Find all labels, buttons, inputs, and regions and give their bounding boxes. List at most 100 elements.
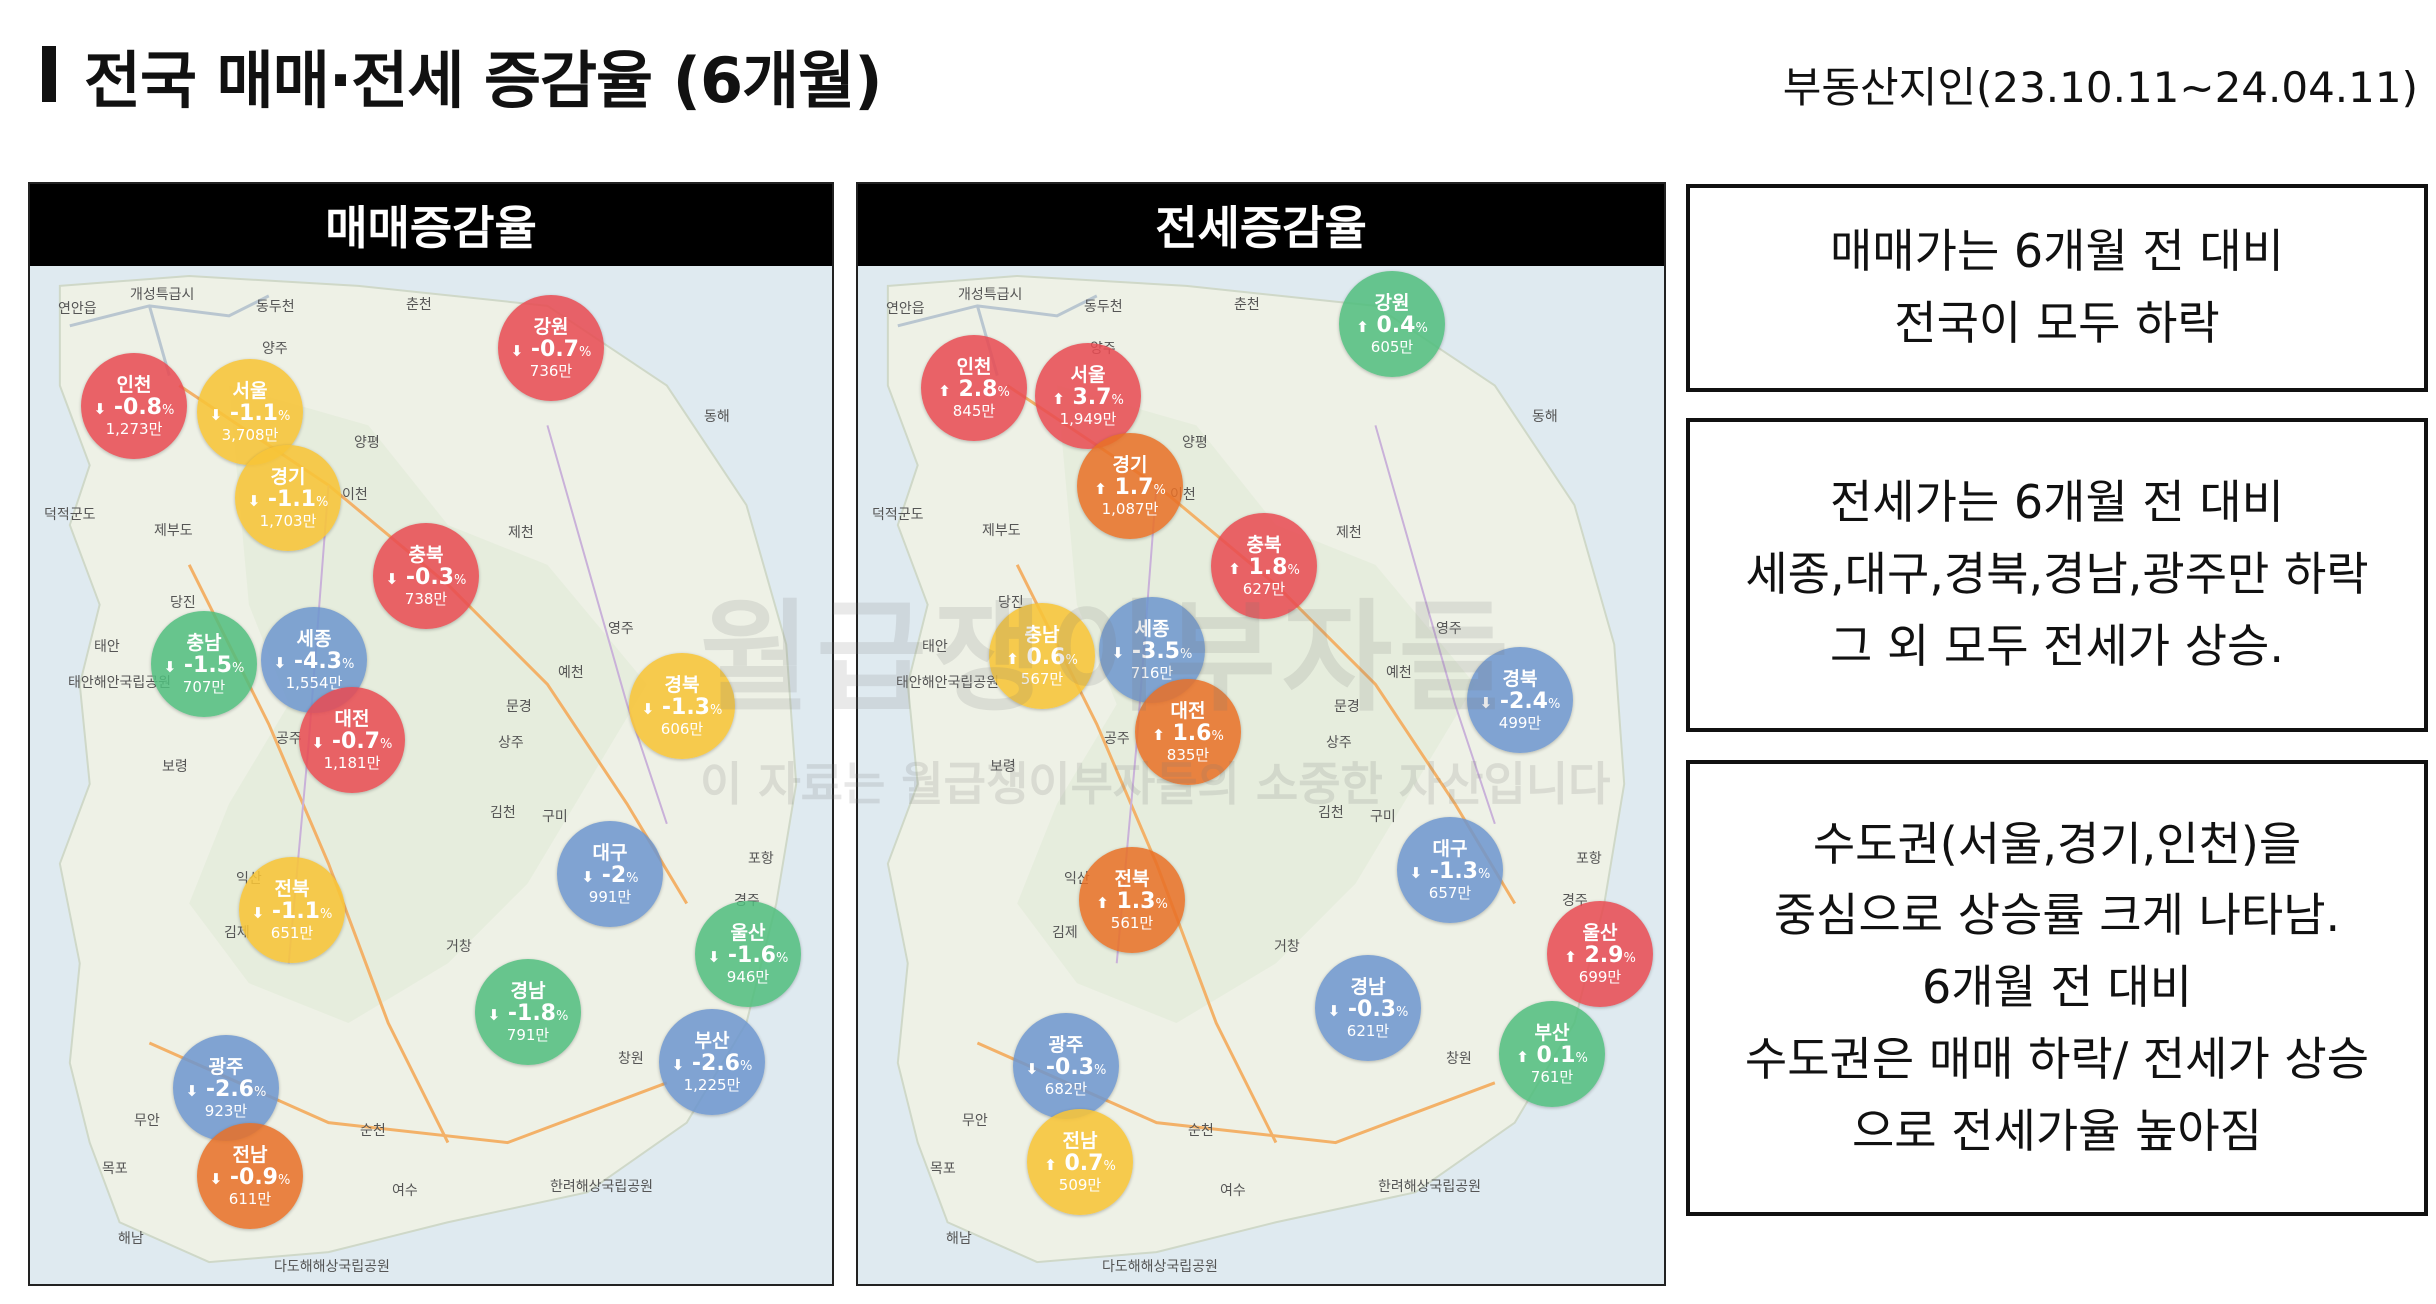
sale-region-chungbuk[interactable]: 충북 ⬇ -0.3% 738만 [373,523,479,629]
jeonse-region-chungnam[interactable]: 충남 ⬆ 0.6% 567만 [989,603,1095,709]
arrow-icon: ⬇ [1111,643,1125,662]
jeonse-region-gangwon[interactable]: 강원 ⬆ 0.4% 605만 [1339,271,1445,377]
jeonse-region-ulsan[interactable]: 울산 ⬆ 2.9% 699만 [1547,901,1653,1007]
percent-unit: % [1094,1062,1107,1078]
jeonse-region-sejong[interactable]: 세종 ⬇ -3.5% 716만 [1099,597,1205,703]
jeonse-region-jeonnam[interactable]: 전남 ⬆ 0.7% 509만 [1027,1109,1133,1215]
sale-region-gyeongnam[interactable]: 경남 ⬇ -1.8% 791만 [475,959,581,1065]
place-label: 포항 [1576,851,1602,867]
region-rate: ⬇ -2.4% [1480,688,1561,715]
sale-map-area[interactable]: 연안읍 개성특급시 동두천 춘천 양주 동해 양평 이천 덕적군도 제부도 제천… [30,266,832,1284]
percent-unit: % [579,344,592,360]
sale-region-ulsan[interactable]: 울산 ⬇ -1.6% 946만 [695,901,801,1007]
region-name: 광주 [208,1055,244,1078]
arrow-icon: ⬇ [251,903,265,922]
sale-region-busan[interactable]: 부산 ⬇ -2.6% 1,225만 [659,1009,765,1115]
region-rate: ⬆ 0.4% [1356,313,1428,339]
region-rate: ⬇ -1.1% [209,401,291,427]
region-price: 991만 [588,887,632,906]
rate-value: -1.6 [727,942,776,968]
region-rate: ⬆ 2.8% [938,377,1010,403]
region-price: 699만 [1578,967,1622,986]
place-label: 동해 [1532,409,1558,425]
sale-region-gyeongbuk[interactable]: 경북 ⬇ -1.3% 606만 [629,653,735,759]
rate-value: -0.7 [331,728,380,754]
region-name: 경남 [510,979,546,1002]
jeonse-region-gyeongnam[interactable]: 경남 ⬇ -0.3% 621만 [1315,955,1421,1061]
percent-unit: % [997,384,1010,400]
jeonse-region-gyeonggi[interactable]: 경기 ⬆ 1.7% 1,087만 [1077,433,1183,539]
percent-unit: % [320,906,333,922]
sale-region-jeonbuk[interactable]: 전북 ⬇ -1.1% 651만 [239,857,345,963]
sale-region-daejeon[interactable]: 대전 ⬇ -0.7% 1,181만 [299,687,405,793]
place-label: 당진 [170,595,196,611]
region-rate: ⬆ 0.6% [1006,645,1078,671]
region-rate: ⬇ -2% [581,863,638,889]
sale-region-gwangju[interactable]: 광주 ⬇ -2.6% 923만 [173,1035,279,1141]
region-rate: ⬇ -1.3% [642,695,723,721]
jeonse-region-gwangju[interactable]: 광주 ⬇ -0.3% 682만 [1013,1013,1119,1119]
arrow-icon: ⬇ [671,1055,685,1074]
rate-value: 1.6 [1172,720,1212,746]
arrow-icon: ⬆ [1044,1155,1057,1174]
region-rate: ⬆ 1.6% [1152,720,1224,747]
place-label: 다도해해상국립공원 [1102,1259,1218,1275]
percent-unit: % [380,736,393,752]
jeonse-region-busan[interactable]: 부산 ⬆ 0.1% 761만 [1499,1001,1605,1107]
place-label: 동두천 [1084,299,1123,315]
jeonse-region-incheon[interactable]: 인천 ⬆ 2.8% 845만 [921,335,1027,441]
place-label: 덕적군도 [872,507,924,523]
sale-region-gangwon[interactable]: 강원 ⬇ -0.7% 736만 [498,295,604,401]
jeonse-region-daejeon[interactable]: 대전 ⬆ 1.6% 835만 [1135,679,1241,785]
region-rate: ⬇ -0.9% [209,1165,291,1191]
percent-unit: % [556,1008,569,1024]
arrow-icon: ⬇ [487,1005,501,1024]
region-name: 대전 [334,707,370,730]
region-name: 충남 [1024,623,1060,646]
region-name: 대구 [592,841,628,864]
jeonse-map-area[interactable]: 연안읍 개성특급시 동두천 춘천 양주 동해 양평 이천 덕적군도 제부도 제천… [858,266,1664,1284]
sale-region-gyeonggi[interactable]: 경기 ⬇ -1.1% 1,703만 [235,445,341,551]
region-name: 경남 [1350,975,1386,998]
place-label: 여수 [392,1183,418,1199]
region-rate: ⬇ -2.6% [671,1051,753,1077]
rate-value: -2.6 [205,1076,254,1102]
sale-region-incheon[interactable]: 인천 ⬇ -0.8% 1,273만 [81,353,187,459]
place-label: 보령 [162,759,188,775]
percent-unit: % [1575,1050,1588,1066]
arrow-icon: ⬆ [1006,649,1019,668]
percent-unit: % [1548,696,1561,712]
jeonse-region-gyeongbuk[interactable]: 경북 ⬇ -2.4% 499만 [1467,647,1573,753]
rate-value: -1.5 [183,652,232,678]
jeonse-region-daegu[interactable]: 대구 ⬇ -1.3% 657만 [1397,817,1503,923]
percent-unit: % [1111,392,1124,408]
region-rate: ⬇ -0.3% [1026,1054,1107,1081]
percent-unit: % [1396,1004,1409,1020]
arrow-icon: ⬇ [209,405,223,424]
rate-value: -0.3 [1045,1054,1094,1080]
rate-value: -0.7 [530,336,579,362]
arrow-icon: ⬇ [247,491,261,510]
place-label: 김제 [1052,925,1078,941]
title-accent-bar [42,46,56,102]
region-price: 499만 [1498,713,1542,732]
sale-region-daegu[interactable]: 대구 ⬇ -2% 991만 [557,821,663,927]
note-box-sale: 매매가는 6개월 전 대비 전국이 모두 하락 [1686,184,2428,392]
arrow-icon: ⬇ [209,1169,223,1188]
percent-unit: % [162,402,175,418]
sale-region-jeonnam[interactable]: 전남 ⬇ -0.9% 611만 [197,1123,303,1229]
note-box-capital: 수도권(서울,경기,인천)을 중심으로 상승률 크게 나타남. 6개월 전 대비… [1686,760,2428,1216]
jeonse-region-jeonbuk[interactable]: 전북 ⬆ 1.3% 561만 [1079,847,1185,953]
place-label: 문경 [506,699,532,715]
watermark-main: 월급쟁이부자들 [700,589,1515,728]
region-rate: ⬇ -3.5% [1111,639,1193,665]
jeonse-region-seoul[interactable]: 서울 ⬆ 3.7% 1,949만 [1035,343,1141,449]
place-label: 한려해상국립공원 [550,1179,654,1195]
region-name: 인천 [956,355,992,378]
rate-value: -2.4 [1499,688,1548,714]
region-name: 인천 [116,373,152,396]
jeonse-region-chungbuk[interactable]: 충북 ⬆ 1.8% 627만 [1211,513,1317,619]
region-name: 대전 [1170,699,1206,722]
region-price: 651만 [270,923,314,942]
sale-region-chungnam[interactable]: 충남 ⬇ -1.5% 707만 [151,611,257,717]
